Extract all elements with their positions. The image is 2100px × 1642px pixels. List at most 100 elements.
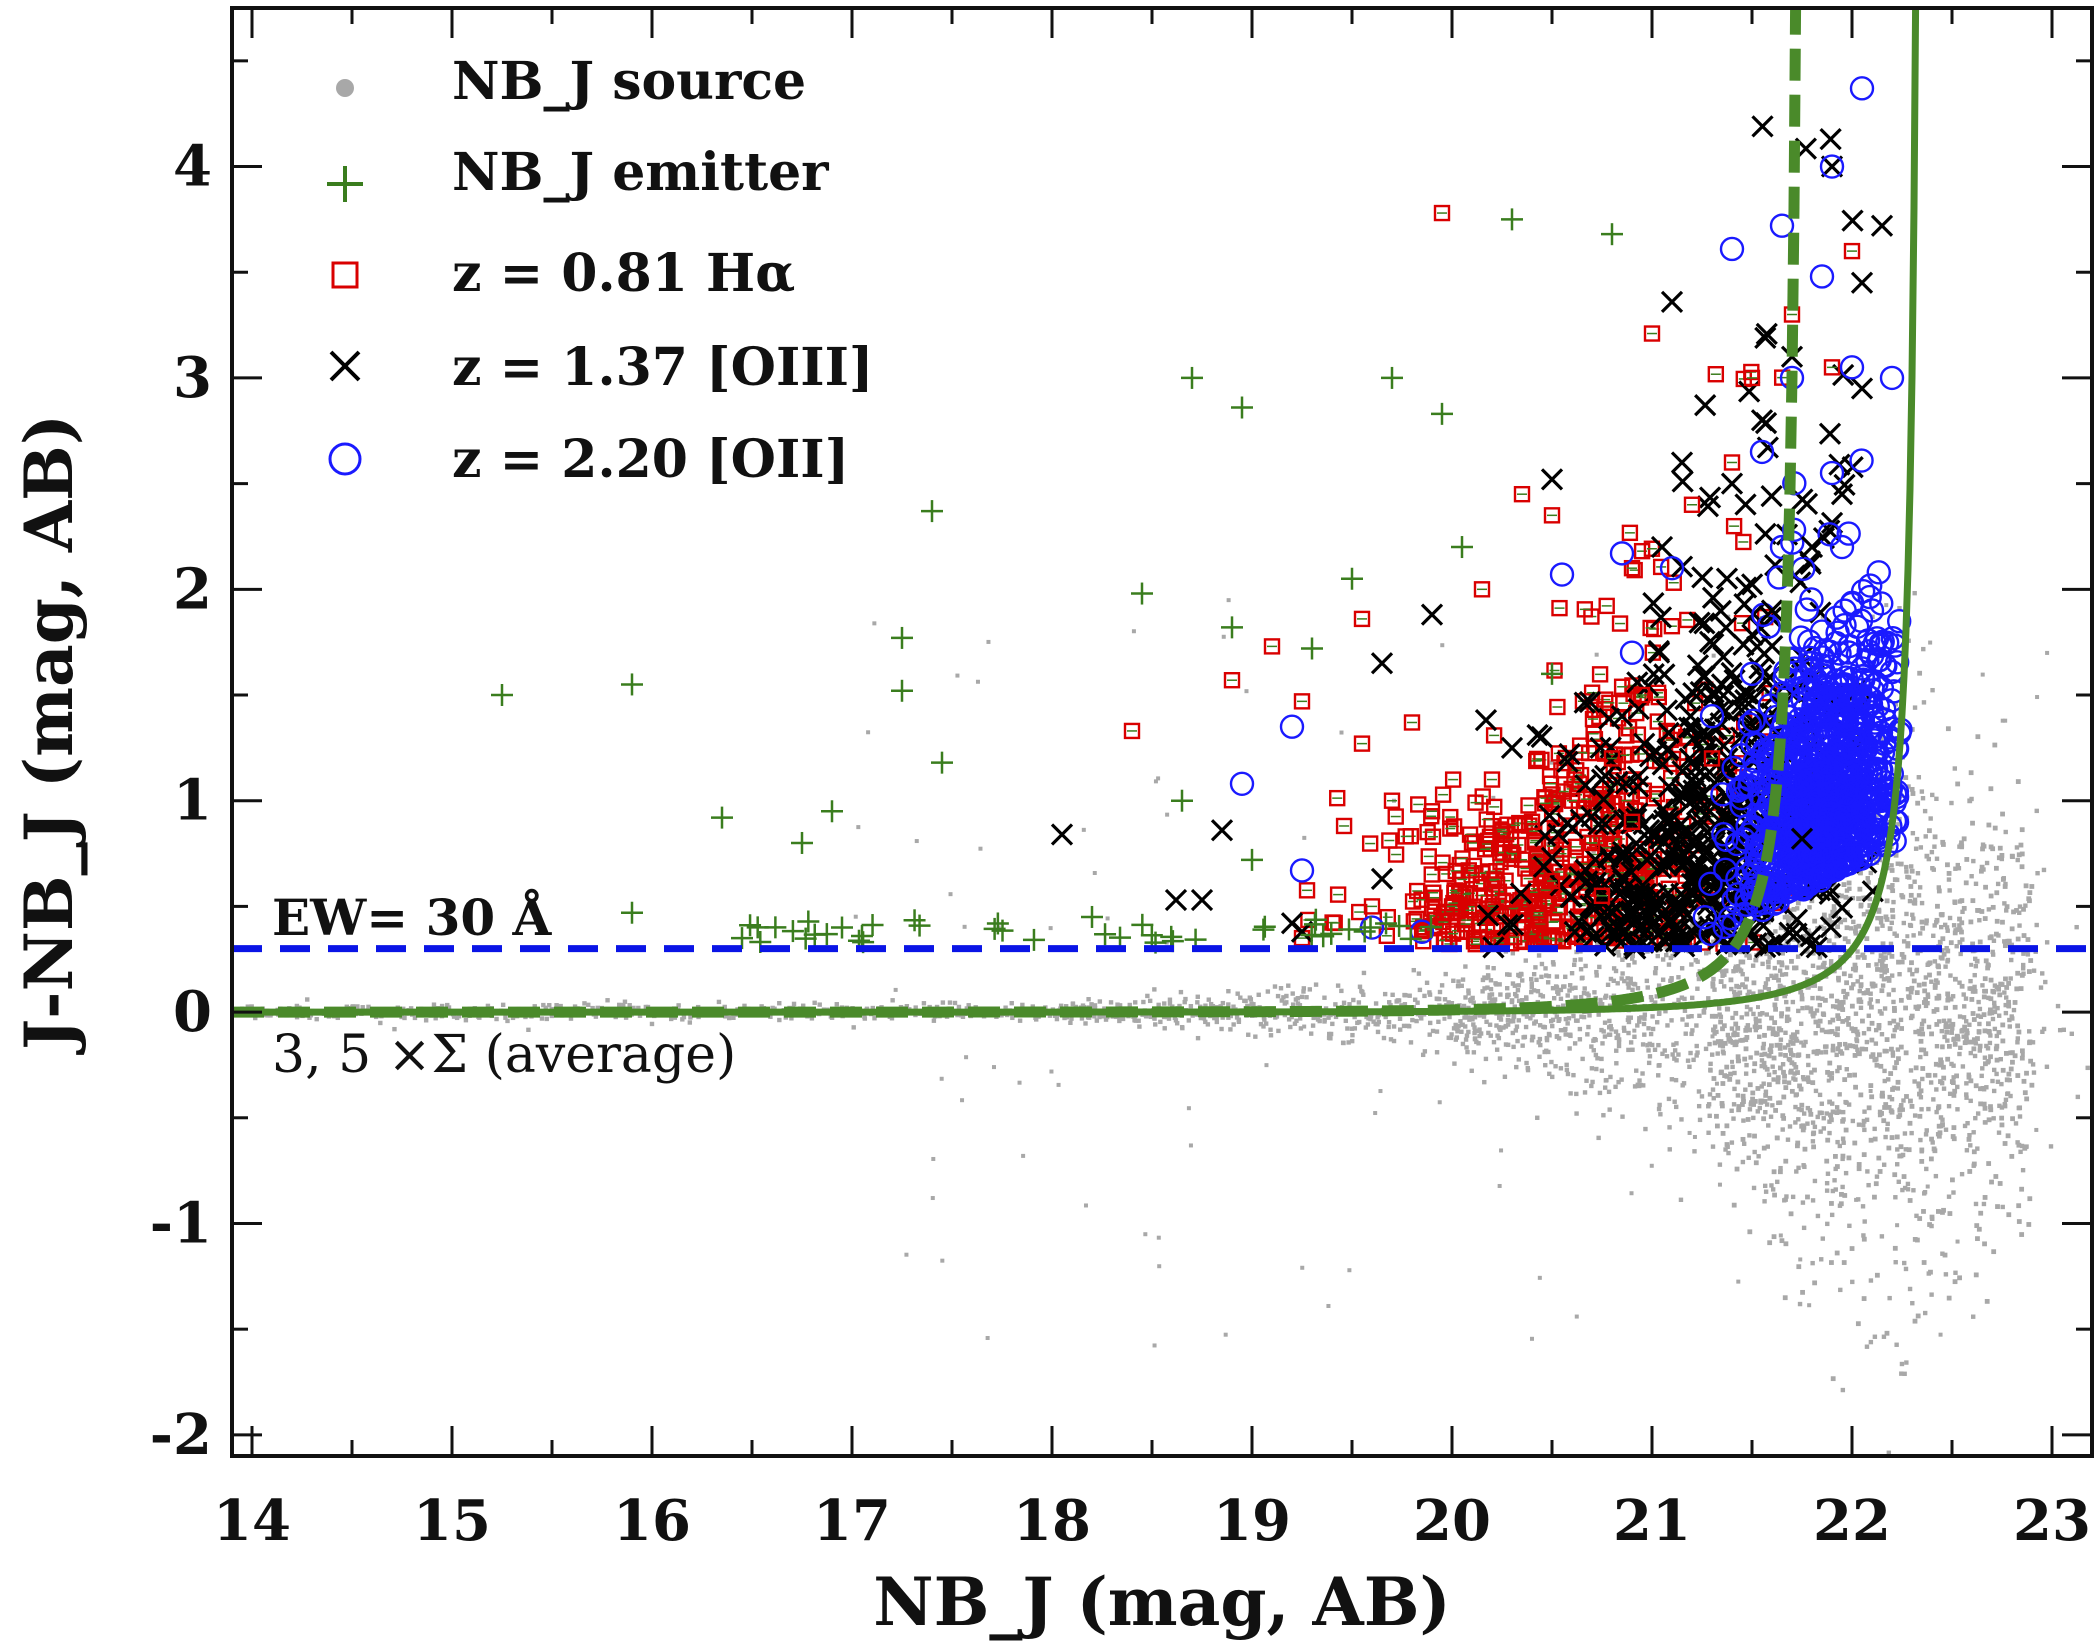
oiii-point [1819, 916, 1843, 939]
source-point [2006, 999, 2011, 1005]
source-point [1875, 915, 1880, 921]
source-point [1766, 1025, 1772, 1031]
source-point [1667, 1125, 1672, 1130]
source-point [1811, 1130, 1817, 1136]
source-point [2003, 976, 2008, 982]
source-point [1883, 914, 1889, 920]
oiii-point [1584, 848, 1607, 871]
source-point [1436, 996, 1442, 1002]
source-point [1853, 1084, 1858, 1090]
oiii-point [1556, 750, 1579, 773]
source-point [1361, 992, 1366, 997]
source-point [1092, 1003, 1098, 1008]
source-point [1188, 1143, 1193, 1148]
source-point [1807, 1303, 1812, 1308]
source-point [1837, 1042, 1842, 1047]
source-point [1724, 1142, 1730, 1147]
source-point [1896, 1114, 1901, 1120]
source-point [1411, 967, 1416, 973]
source-point [1889, 1097, 1895, 1102]
source-point [1929, 979, 1934, 984]
source-point [1914, 1213, 1919, 1219]
source-point [1885, 1121, 1890, 1127]
source-point [1905, 934, 1910, 939]
source-point [1782, 1198, 1787, 1203]
source-point [2018, 986, 2024, 991]
source-point [1887, 1020, 1893, 1026]
source-point [1690, 995, 1695, 1001]
halpha-point [1492, 821, 1509, 838]
source-point [1991, 938, 1997, 943]
source-point [1979, 909, 1985, 914]
source-point [1144, 1013, 1149, 1019]
source-point [1821, 926, 1827, 931]
source-point [1790, 1194, 1796, 1200]
source-point [1866, 1105, 1872, 1111]
source-point [1554, 985, 1560, 990]
source-point [2002, 901, 2007, 906]
source-point [2004, 908, 2009, 913]
source-point [1398, 1027, 1403, 1032]
source-point [2000, 1204, 2005, 1210]
source-point [1936, 1104, 1942, 1110]
source-point [1998, 1057, 2004, 1062]
source-point [1707, 1113, 1712, 1119]
source-point [1951, 1075, 1956, 1080]
source-point [1828, 1112, 1833, 1118]
source-point [2000, 919, 2005, 925]
source-point [1753, 1027, 1759, 1033]
source-point [1402, 992, 1407, 998]
source-point [1839, 893, 1844, 899]
source-point [1848, 973, 1853, 979]
source-point [1442, 1016, 1447, 1021]
source-point [1971, 1037, 1977, 1042]
source-point [1578, 994, 1584, 1000]
source-point [1933, 978, 1939, 983]
source-point [1622, 1028, 1627, 1033]
source-point [1812, 983, 1818, 988]
source-point [1980, 672, 1985, 677]
source-point [1715, 1039, 1721, 1044]
source-point [1487, 1022, 1493, 1027]
source-point [1580, 975, 1585, 981]
source-point [2019, 1143, 2025, 1149]
source-point [1733, 1021, 1739, 1027]
source-point [1967, 1169, 1973, 1174]
source-point [477, 1015, 482, 1020]
source-point [1964, 1095, 1969, 1100]
source-point [1834, 1052, 1839, 1058]
source-point [1775, 1031, 1780, 1037]
source-point [408, 1006, 414, 1011]
source-point [1103, 1017, 1109, 1022]
source-point [1952, 1004, 1958, 1010]
source-point [1585, 1032, 1590, 1037]
source-point [1867, 896, 1873, 902]
source-point [1593, 1052, 1599, 1058]
source-point [1764, 1012, 1769, 1017]
source-point [1136, 1018, 1141, 1023]
source-point [1472, 1036, 1478, 1041]
source-point [1711, 1027, 1716, 1033]
source-point [1599, 1002, 1605, 1007]
source-point [1939, 955, 1945, 961]
source-point [1851, 982, 1856, 987]
source-point [1911, 900, 1917, 906]
source-point [1738, 968, 1744, 974]
oiii-point [1474, 709, 1498, 732]
source-point [1590, 1079, 1595, 1085]
source-point [1870, 1052, 1876, 1058]
source-point [2003, 1002, 2008, 1008]
oiii-point [1733, 593, 1756, 616]
source-point [1994, 1043, 2000, 1049]
source-point [1525, 1065, 1530, 1071]
source-point [1996, 1013, 2002, 1018]
source-point [1932, 923, 1937, 928]
source-point [1391, 1038, 1397, 1044]
halpha-point [1404, 893, 1422, 910]
source-point [1810, 1011, 1816, 1017]
oiii-point [1778, 921, 1801, 944]
source-point [1810, 995, 1815, 1001]
source-point [1948, 940, 1954, 946]
source-point [1957, 923, 1962, 928]
source-point [991, 1065, 996, 1070]
